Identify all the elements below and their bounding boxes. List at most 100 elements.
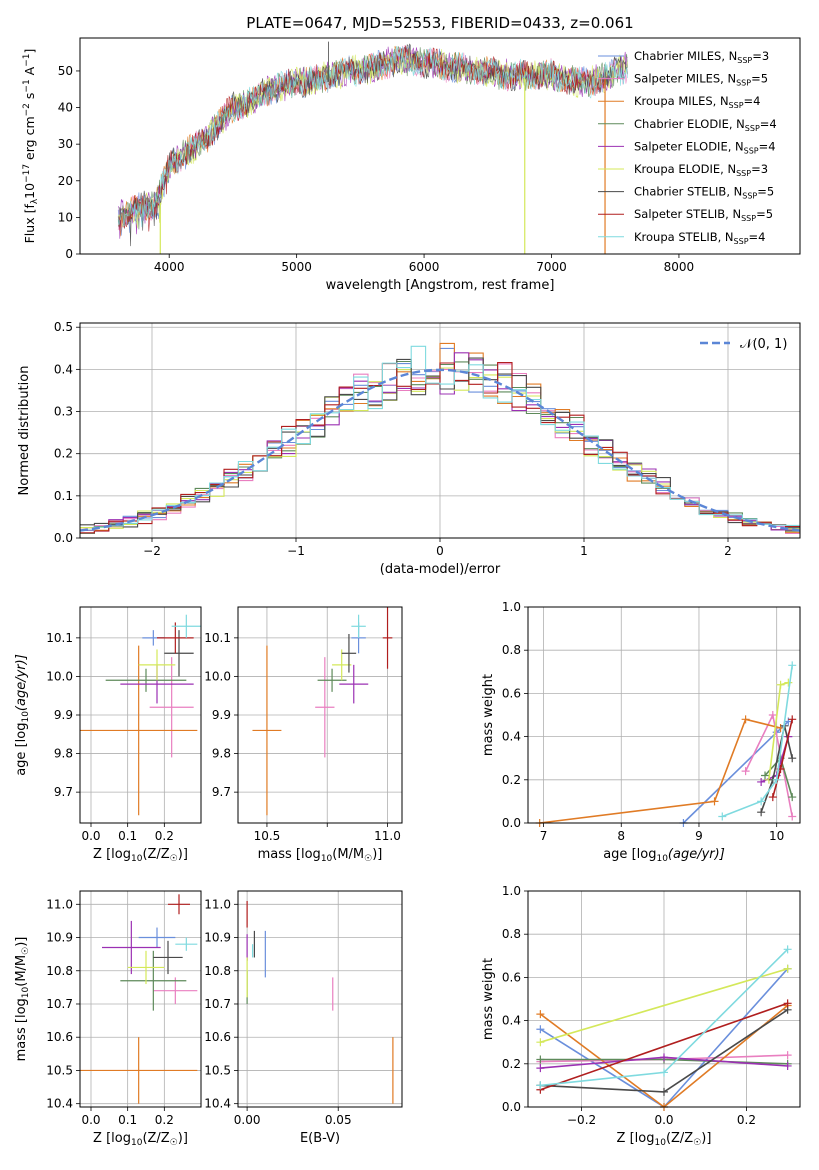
label-part: (Z/Z	[666, 1131, 693, 1146]
label-part: )]	[14, 937, 29, 947]
y-tick-label: 0.0	[502, 816, 521, 830]
age_vs_mass-axes: 10.5 11.0 9.7 9.8 9.9 10.0 10.1	[204, 607, 402, 843]
weight-line	[540, 1002, 788, 1091]
legend-sub: SSP	[729, 101, 744, 110]
label-part: 10	[131, 854, 143, 864]
label-part: age [log	[14, 723, 29, 776]
figure-title: PLATE=0647, MJD=52553, FIBERID=0433, z=0…	[246, 14, 633, 32]
weight-marker	[757, 777, 766, 786]
y-tick-label: 11.0	[204, 897, 231, 911]
label-part: ☉	[170, 1138, 178, 1148]
label-part: Z [log	[617, 1131, 655, 1146]
x-tick-label: 9	[695, 829, 703, 843]
x-tick-label: 0.1	[118, 829, 137, 843]
weight-marker	[783, 945, 792, 954]
y-tick-label: 10	[58, 210, 73, 224]
x-tick-label: 4000	[154, 260, 185, 274]
legend-name: Salpeter MILES, N	[634, 72, 736, 86]
spectrum-frame	[79, 37, 801, 255]
legend-sub: SSP	[734, 237, 749, 246]
label-part: 10	[21, 986, 31, 998]
legend-label: Salpeter ELODIE, NSSP=4	[634, 139, 776, 155]
label-part: mass [log	[14, 998, 29, 1061]
mass_vs_ebv-frame	[237, 890, 403, 1108]
label-part: erg cm	[22, 116, 37, 164]
y-tick-label: 0.0	[502, 1100, 521, 1114]
y-tick-label: 0.6	[502, 686, 521, 700]
x-tick-label: 0.0	[81, 1113, 100, 1127]
legend-name: Kroupa ELODIE, N	[634, 162, 736, 176]
label-part: Z [log	[93, 847, 131, 862]
x-tick-label: 10	[769, 829, 784, 843]
y-tick-label: 20	[58, 174, 73, 188]
legend-name: Chabrier MILES, N	[634, 49, 737, 63]
y-tick-label: 9.7	[54, 785, 73, 799]
y-axis-label: mass [log10(M/M☉)]	[14, 937, 31, 1062]
x-tick-label: 0.1	[118, 1113, 137, 1127]
y-tick-label: 0.5	[54, 320, 73, 334]
weight-marker	[757, 797, 766, 806]
weight-marker	[536, 1081, 545, 1090]
x-tick-label: −2	[143, 544, 161, 558]
y-tick-label: 9.9	[212, 708, 231, 722]
weight-marker	[757, 808, 766, 817]
label-part: ☉	[364, 854, 372, 864]
label-part: (Z/Z	[142, 1131, 169, 1146]
legend-name: Kroupa STELIB, N	[634, 230, 734, 244]
weight-marker	[788, 715, 797, 724]
label-part: 10	[131, 1138, 143, 1148]
y-tick-label: 10.6	[46, 1030, 73, 1044]
label-part: )]	[178, 847, 188, 862]
x-axis-label: Z [log10(Z/Z☉)]	[617, 1131, 712, 1148]
legend-sub: SSP	[736, 79, 751, 88]
label-part: (M/M	[332, 847, 364, 862]
y-tick-label: 10.5	[204, 1063, 231, 1077]
legend-label: Chabrier ELODIE, NSSP=4	[634, 117, 777, 133]
y-tick-label: 1.0	[502, 884, 521, 898]
legend-sub: SSP	[736, 169, 751, 178]
label-part: 10	[21, 711, 31, 723]
label-part: )]	[701, 1131, 711, 1146]
age_vs_mass-frame	[237, 606, 403, 824]
mass_vs_Z-frame	[79, 890, 202, 1108]
y-tick-label: 10.4	[46, 1097, 73, 1111]
x-tick-label: 0.2	[737, 1113, 756, 1127]
mass_vs_Z-axes: 0.0 0.1 0.2 10.4 10.5 10.6 10.7 10.8 10.9 11.0	[46, 891, 201, 1127]
label-part: (M/M	[14, 955, 29, 987]
legend-label: Salpeter MILES, NSSP=5	[634, 72, 768, 88]
legend-count: =3	[751, 162, 768, 176]
weight-marker	[788, 754, 797, 763]
weight-line	[539, 718, 781, 824]
y-tick-label: 9.8	[212, 747, 231, 761]
weight-marker	[772, 775, 781, 784]
y-tick-label: 40	[58, 101, 73, 115]
weight-marker	[660, 1087, 668, 1096]
y-tick-label: 0.2	[502, 1057, 521, 1071]
weight-marker	[783, 1051, 792, 1060]
y-tick-label: 1.0	[502, 600, 521, 614]
legend-name: Chabrier STELIB, N	[634, 185, 742, 199]
label-part: mass [log	[258, 847, 321, 862]
label-part: −17	[22, 164, 32, 183]
y-tick-label: 11.0	[46, 897, 73, 911]
y-tick-label: 0.2	[502, 773, 521, 787]
label-part: λ	[30, 198, 40, 204]
label-part: Z [log	[93, 1131, 131, 1146]
y-tick-label: 10.0	[46, 669, 73, 683]
y-tick-label: 10.0	[204, 669, 231, 683]
weight_vs_Z-frame	[527, 890, 801, 1108]
label-part: mass weight	[481, 674, 496, 756]
legend-label: Chabrier STELIB, NSSP=5	[634, 185, 774, 201]
spectrum-axes: 4000 5000 6000 7000 8000 0 10 20 30 40 50	[58, 64, 694, 274]
y-tick-label: 0.4	[502, 730, 521, 744]
weight-marker	[741, 767, 750, 776]
x-tick-label: 0.05	[325, 1113, 352, 1127]
x-axis-label: mass [log10(M/M☉)]	[258, 847, 383, 864]
x-tick-label: 7000	[536, 260, 567, 274]
x-tick-label: 6000	[409, 260, 440, 274]
y-tick-label: 9.7	[212, 785, 231, 799]
legend-label: Kroupa ELODIE, NSSP=3	[634, 162, 768, 178]
label-part: ☉	[693, 1138, 701, 1148]
weight-marker	[784, 678, 793, 687]
